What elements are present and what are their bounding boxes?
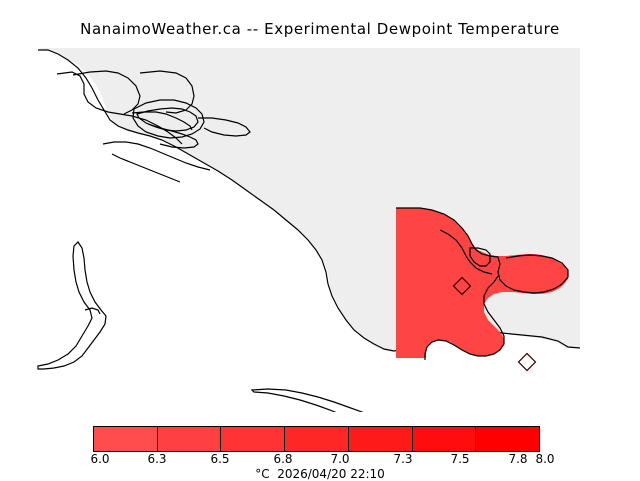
shaded-region-coastline-peninsula: [424, 275, 505, 360]
colorbar-tick-0: 6.0: [90, 452, 110, 466]
north-loop-island: [132, 99, 205, 139]
inlet-coastline-mid: [439, 229, 493, 275]
north-loop-tail: [198, 117, 251, 137]
western-sliver-island: [37, 241, 107, 370]
western-sliver-notch: [84, 307, 101, 315]
colorbar-panel: 6.0 6.3 6.5 6.8 7.0 7.3 7.5 7.8 8.0 °C 2…: [0, 418, 640, 481]
small-shaded-islet: [469, 251, 489, 268]
colorbar-caption: °C 2026/04/20 22:10: [255, 467, 385, 481]
shaded-region-coastline-south: [475, 249, 569, 294]
map-panel[interactable]: [0, 42, 640, 412]
colorbar-segment-5: [348, 427, 413, 451]
colorbar-ticks: 6.0 6.3 6.5 6.8 7.0 7.3 7.5 7.8 8.0: [0, 452, 640, 468]
colorbar-tick-5: 7.3: [393, 452, 413, 466]
colorbar-segment-3: [221, 427, 286, 451]
station-markers-group[interactable]: [452, 276, 537, 372]
colorbar-tick-3: 6.8: [273, 452, 293, 466]
station-marker-2[interactable]: [517, 352, 537, 372]
page-title: NanaimoWeather.ca -- Experimental Dewpoi…: [80, 20, 560, 38]
colorbar-tick-1: 6.3: [147, 452, 167, 466]
colorbar-segment-1: [94, 427, 158, 451]
shaded-region-coastline-east: [469, 247, 491, 267]
dewpoint-shaded-region: [396, 208, 568, 358]
colorbar-tick-4: 7.0: [330, 452, 350, 466]
coastal-strip: [102, 141, 211, 171]
colorbar-segment-2: [157, 427, 222, 451]
colorbar-segment-4: [285, 427, 349, 451]
map-canvas[interactable]: [0, 42, 640, 412]
northern-island-2: [72, 70, 141, 115]
station-marker-1[interactable]: [452, 276, 472, 296]
colorbar-tick-8: 8.0: [535, 452, 555, 466]
colorbar-scale[interactable]: [93, 426, 540, 452]
colorbar-tick-2: 6.5: [210, 452, 230, 466]
gulf-islands-shaded: [498, 255, 568, 292]
northern-island-4: [139, 70, 195, 114]
colorbar-segment-6: [412, 427, 477, 451]
colorbar-tick-7: 7.8: [508, 452, 528, 466]
shaded-region-coastline: [396, 207, 477, 251]
colorbar-segment-7: [476, 427, 540, 451]
colorbar-tick-6: 7.5: [450, 452, 470, 466]
lagoon-island-inner: [147, 123, 199, 149]
coastal-strip-lower: [111, 153, 181, 183]
